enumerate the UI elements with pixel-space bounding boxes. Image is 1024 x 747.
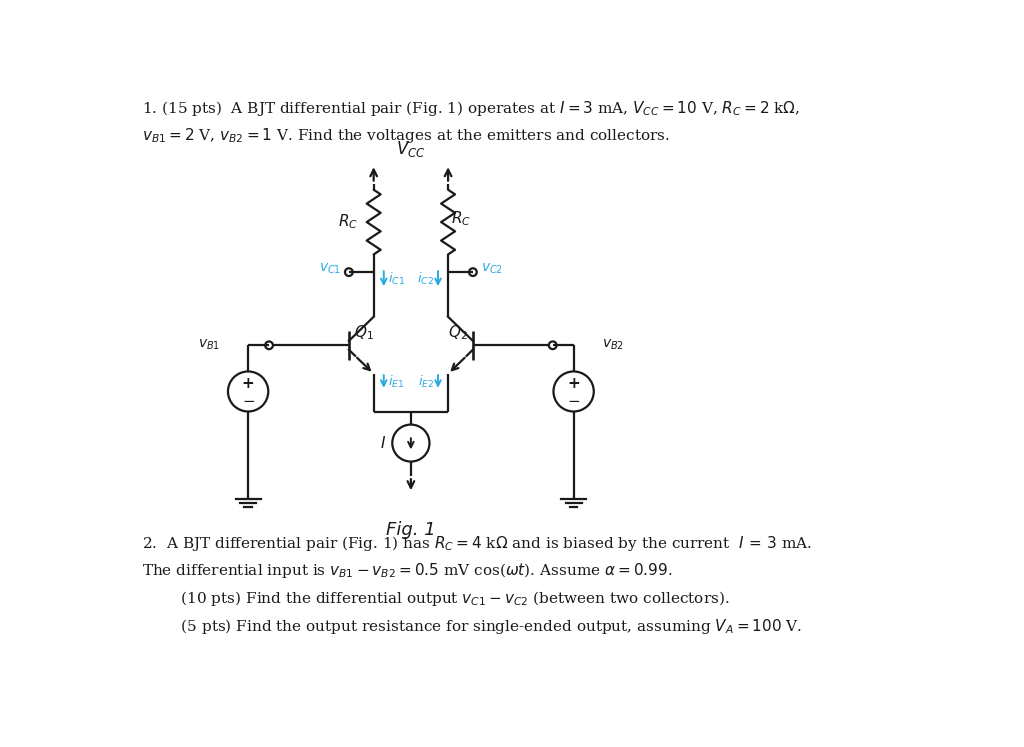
Text: $i_{C2}$: $i_{C2}$ <box>417 270 434 287</box>
Text: $v_{B2}$: $v_{B2}$ <box>601 338 624 353</box>
Text: $i_{C1}$: $i_{C1}$ <box>388 270 404 287</box>
Text: $Q_2$: $Q_2$ <box>447 323 467 341</box>
Text: (5 pts) Find the output resistance for single-ended output, assuming $V_A=100$ V: (5 pts) Find the output resistance for s… <box>142 617 802 636</box>
Text: (10 pts) Find the differential output $v_{C1}-v_{C2}$ (between two collectors).: (10 pts) Find the differential output $v… <box>142 589 729 608</box>
Text: 1. (15 pts)  A BJT differential pair (Fig. 1) operates at $I=3$ mA, $V_{CC}=10$ : 1. (15 pts) A BJT differential pair (Fig… <box>142 99 800 118</box>
Text: $R_C$: $R_C$ <box>452 209 471 228</box>
Text: $i_{E1}$: $i_{E1}$ <box>388 374 404 389</box>
Text: $v_{B1}$: $v_{B1}$ <box>198 338 220 353</box>
Text: +: + <box>567 376 580 391</box>
Text: +: + <box>242 376 255 391</box>
Text: $Q_1$: $Q_1$ <box>354 323 374 341</box>
Text: 2.  A BJT differential pair (Fig. 1) has $R_C=4$ k$\Omega$ and is biased by the : 2. A BJT differential pair (Fig. 1) has … <box>142 534 812 553</box>
Text: $v_{C2}$: $v_{C2}$ <box>480 262 503 276</box>
Text: $i_{E2}$: $i_{E2}$ <box>418 374 434 389</box>
Text: Fig. 1: Fig. 1 <box>386 521 436 539</box>
Text: $V_{CC}$: $V_{CC}$ <box>396 139 426 159</box>
Text: $v_{C1}$: $v_{C1}$ <box>318 262 341 276</box>
Text: $-$: $-$ <box>567 391 581 406</box>
Text: $v_{B1}=2$ V, $v_{B2}=1$ V. Find the voltages at the emitters and collectors.: $v_{B1}=2$ V, $v_{B2}=1$ V. Find the vol… <box>142 125 670 145</box>
Text: The differential input is $v_{B1}-v_{B2}=0.5$ mV cos($\omega t$). Assume $\alpha: The differential input is $v_{B1}-v_{B2}… <box>142 561 673 580</box>
Text: $I$: $I$ <box>380 435 386 451</box>
Text: $-$: $-$ <box>242 391 255 406</box>
Text: $R_C$: $R_C$ <box>338 213 358 232</box>
